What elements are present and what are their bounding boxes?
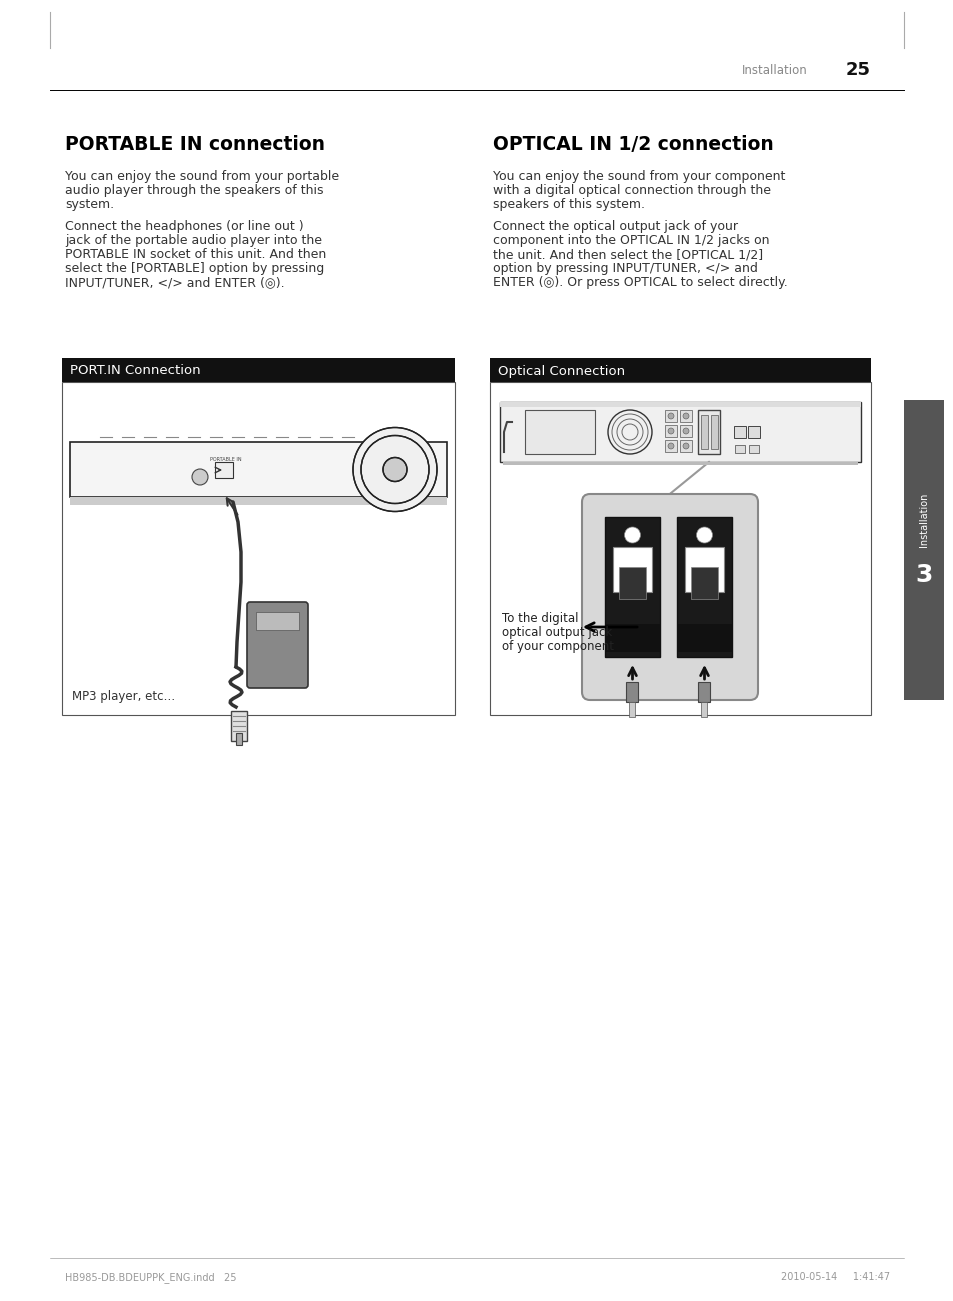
Bar [618, 567, 645, 598]
Bar [679, 440, 691, 451]
Bar [664, 425, 677, 437]
Bar [626, 682, 638, 703]
Text: audio player through the speakers of this: audio player through the speakers of thi… [65, 183, 323, 196]
Bar [677, 624, 731, 652]
Bar [747, 425, 760, 438]
Bar [700, 415, 707, 449]
Text: Optical Connection: Optical Connection [497, 364, 624, 377]
Circle shape [682, 428, 688, 435]
Text: PORTABLE IN connection: PORTABLE IN connection [65, 135, 325, 154]
Circle shape [624, 527, 639, 543]
Circle shape [667, 428, 673, 435]
Bar [684, 546, 723, 592]
FancyBboxPatch shape [581, 494, 758, 700]
Circle shape [382, 458, 407, 481]
Bar [490, 382, 870, 716]
Text: MP3 player, etc…: MP3 player, etc… [71, 690, 175, 703]
Circle shape [667, 412, 673, 419]
Text: the unit. And then select the [OPTICAL 1/2]: the unit. And then select the [OPTICAL 1… [493, 248, 762, 262]
Bar [698, 682, 710, 703]
Bar [664, 410, 677, 422]
Text: To the digital: To the digital [501, 611, 578, 624]
Bar [677, 516, 731, 657]
Bar [698, 410, 720, 454]
Text: speakers of this system.: speakers of this system. [493, 198, 644, 211]
Bar [499, 402, 861, 462]
Text: option by pressing INPUT/TUNER, </> and: option by pressing INPUT/TUNER, </> and [493, 262, 757, 275]
FancyBboxPatch shape [247, 602, 308, 688]
Bar [62, 358, 455, 382]
Text: 2010-05-14     1:41:47: 2010-05-14 1:41:47 [781, 1272, 889, 1281]
Text: jack of the portable audio player into the: jack of the portable audio player into t… [65, 234, 322, 247]
Bar [700, 703, 707, 717]
Bar [70, 442, 447, 497]
Text: PORTABLE IN: PORTABLE IN [210, 457, 241, 462]
Bar [710, 415, 718, 449]
Text: Installation: Installation [918, 493, 928, 548]
Text: select the [PORTABLE] option by pressing: select the [PORTABLE] option by pressing [65, 262, 324, 275]
Text: Connect the optical output jack of your: Connect the optical output jack of your [493, 220, 738, 233]
Bar [502, 462, 857, 464]
Bar [62, 382, 455, 716]
Bar [490, 358, 870, 382]
Circle shape [192, 468, 208, 485]
Text: optical output jack: optical output jack [501, 626, 612, 639]
Bar [524, 410, 595, 454]
Text: with a digital optical connection through the: with a digital optical connection throug… [493, 183, 770, 196]
Bar [733, 425, 745, 438]
Text: PORTABLE IN socket of this unit. And then: PORTABLE IN socket of this unit. And the… [65, 248, 326, 262]
Bar [679, 425, 691, 437]
Bar [690, 567, 718, 598]
Text: Installation: Installation [741, 64, 807, 77]
Bar [679, 410, 691, 422]
Bar [499, 402, 861, 407]
Text: system.: system. [65, 198, 114, 211]
Text: component into the OPTICAL IN 1/2 jacks on: component into the OPTICAL IN 1/2 jacks … [493, 234, 769, 247]
Circle shape [682, 412, 688, 419]
Text: You can enjoy the sound from your portable: You can enjoy the sound from your portab… [65, 170, 338, 183]
Text: PORT.IN Connection: PORT.IN Connection [70, 364, 200, 377]
Text: HB985-DB.BDEUPPK_ENG.indd   25: HB985-DB.BDEUPPK_ENG.indd 25 [65, 1272, 236, 1283]
Bar [629, 703, 635, 717]
Bar [664, 440, 677, 451]
Text: of your component: of your component [501, 640, 614, 653]
Bar [748, 445, 759, 453]
Bar [604, 624, 659, 652]
Circle shape [353, 428, 436, 511]
Bar [903, 399, 943, 700]
Text: 25: 25 [844, 61, 869, 79]
Circle shape [667, 444, 673, 449]
Bar [70, 497, 447, 505]
Bar [214, 462, 233, 477]
Circle shape [360, 436, 429, 503]
Circle shape [696, 527, 712, 543]
Bar [613, 546, 651, 592]
Bar [604, 516, 659, 657]
Circle shape [607, 410, 651, 454]
Text: OPTICAL IN 1/2 connection: OPTICAL IN 1/2 connection [493, 135, 773, 154]
Bar [231, 712, 247, 742]
Text: You can enjoy the sound from your component: You can enjoy the sound from your compon… [493, 170, 784, 183]
Text: INPUT/TUNER, </> and ENTER (◎).: INPUT/TUNER, </> and ENTER (◎). [65, 276, 284, 289]
Bar [235, 732, 242, 745]
Bar [255, 611, 298, 630]
Text: 3: 3 [914, 563, 932, 587]
Text: Connect the headphones (or line out ): Connect the headphones (or line out ) [65, 220, 303, 233]
Text: ENTER (◎). Or press OPTICAL to select directly.: ENTER (◎). Or press OPTICAL to select di… [493, 276, 787, 289]
Bar [734, 445, 744, 453]
Circle shape [353, 428, 436, 511]
Circle shape [682, 444, 688, 449]
